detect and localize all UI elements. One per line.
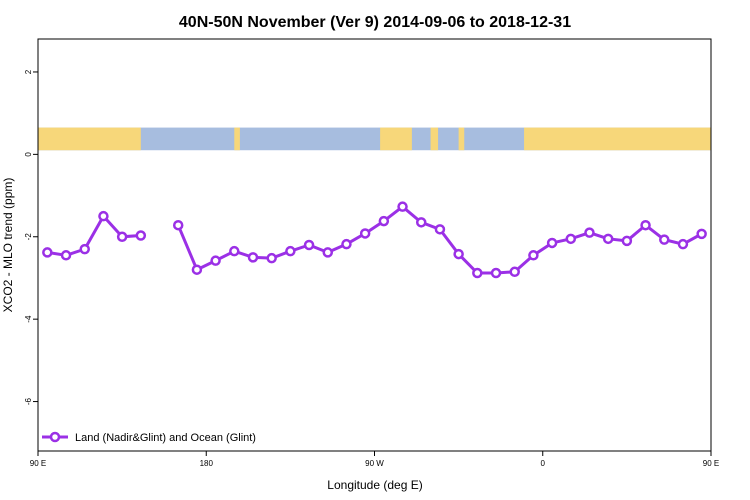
y-axis: 2 0 -2 -4 -6 (24, 69, 38, 405)
data-point (434, 224, 446, 235)
data-point (397, 201, 408, 212)
x-tick-label: 90 E (703, 459, 719, 468)
plot-frame (37, 38, 712, 452)
x-tick-label: 90 E (30, 459, 46, 468)
data-point (509, 266, 520, 278)
data-point (621, 235, 633, 247)
data-point (378, 215, 390, 227)
data-point (172, 219, 184, 231)
map-land-segment (524, 127, 711, 151)
data-point (659, 234, 670, 245)
chart-title: 40N-50N November (Ver 9) 2014-09-06 to 2… (179, 14, 571, 31)
data-point (229, 245, 240, 257)
data-point (453, 248, 464, 260)
map-land-segment (380, 127, 412, 151)
data-point (415, 217, 427, 228)
legend-label: Land (Nadir&Glint) and Ocean (Glint) (75, 432, 256, 444)
x-tick-label: 90 W (365, 459, 384, 468)
data-point (266, 252, 277, 264)
map-strip (38, 127, 711, 151)
data-point (341, 238, 352, 250)
data-point (565, 233, 577, 245)
data-point (677, 238, 689, 250)
y-axis-label: XCO2 - MLO trend (ppm) (1, 178, 15, 313)
data-point (285, 245, 296, 257)
x-axis-label: Longitude (deg E) (327, 478, 422, 492)
y-tick-label: -4 (24, 315, 33, 323)
data-point (42, 247, 53, 258)
map-land-segment (234, 127, 240, 151)
data-point (490, 267, 502, 279)
data-point (135, 230, 147, 241)
data-point (602, 233, 614, 245)
y-tick-label: -6 (24, 397, 33, 405)
legend: Land (Nadir&Glint) and Ocean (Glint) (42, 431, 256, 444)
series-points (42, 201, 707, 279)
x-tick-label: 0 (541, 459, 546, 468)
data-point (584, 227, 595, 238)
map-land-segment (38, 127, 141, 151)
data-point (210, 255, 221, 266)
y-tick-label: 0 (24, 152, 33, 157)
data-point (191, 264, 203, 275)
map-land-segment (458, 127, 465, 151)
data-point (546, 237, 558, 249)
x-axis: 90 E 180 90 W 0 90 E (30, 451, 719, 468)
y-tick-label: -2 (24, 233, 33, 241)
data-point (116, 231, 128, 243)
data-point (303, 239, 315, 251)
map-land-segment (430, 127, 439, 151)
data-point (359, 228, 371, 239)
data-point (640, 219, 651, 231)
y-tick-label: 2 (24, 69, 33, 74)
x-tick-label: 180 (200, 459, 214, 468)
data-point (322, 247, 334, 258)
data-point (79, 243, 90, 255)
data-point (98, 210, 109, 222)
data-point (528, 250, 539, 261)
legend-marker (49, 431, 61, 443)
data-point (696, 228, 707, 240)
data-point (60, 250, 72, 261)
data-point (472, 267, 483, 279)
data-point (247, 252, 259, 263)
